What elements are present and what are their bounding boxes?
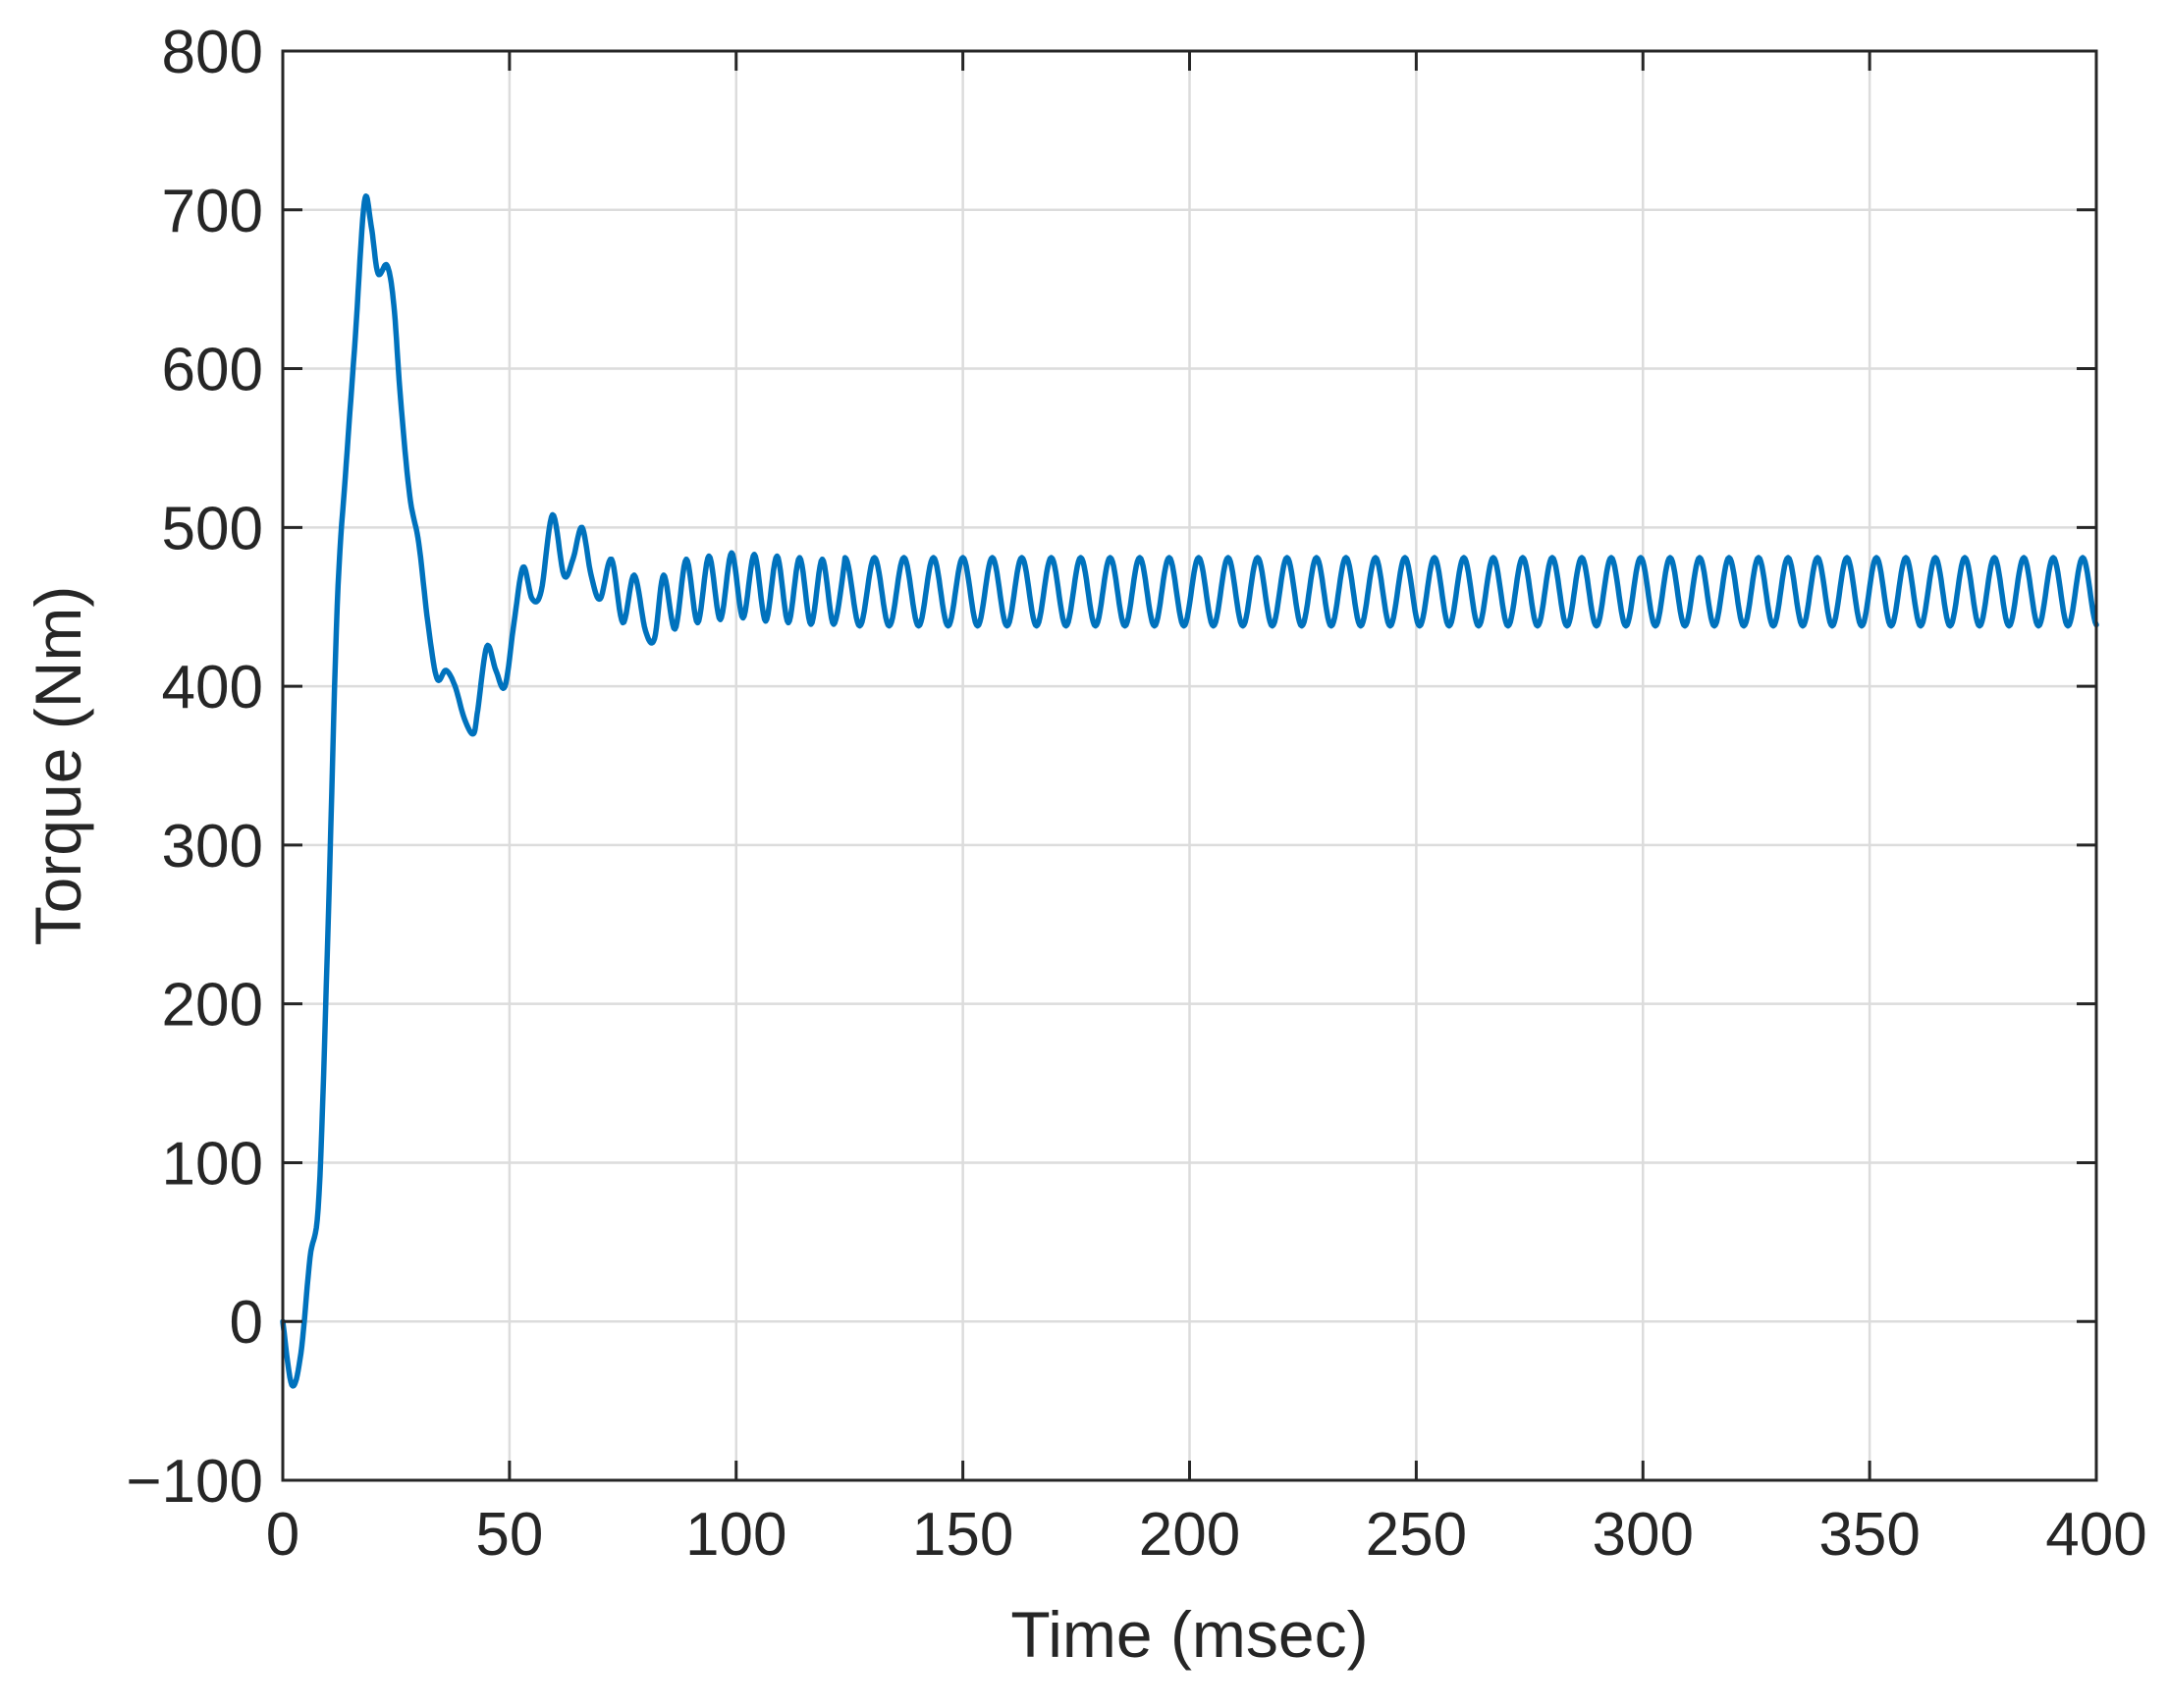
plot-area — [280, 193, 2099, 1389]
x-tick-labels: 0 50 100 150 200 250 300 350 400 — [266, 1501, 2147, 1569]
y-tick-label: 700 — [162, 178, 263, 245]
x-tick-label: 0 — [266, 1501, 299, 1569]
y-tick-label: 500 — [162, 495, 263, 562]
y-tick-label: −100 — [126, 1448, 263, 1516]
x-tick-label: 250 — [1366, 1501, 1467, 1569]
x-tick-label: 150 — [912, 1501, 1013, 1569]
y-tick-label: 800 — [162, 19, 263, 86]
y-tick-label: 200 — [162, 972, 263, 1040]
x-tick-label: 300 — [1593, 1501, 1694, 1569]
y-tick-labels: −100 0 100 200 300 400 500 600 700 800 — [126, 19, 263, 1516]
y-tick-label: 300 — [162, 813, 263, 881]
y-tick-label: 400 — [162, 654, 263, 721]
x-tick-label: 400 — [2045, 1501, 2146, 1569]
y-axis-label: Torque (Nm) — [22, 586, 94, 946]
x-tick-label: 100 — [685, 1501, 786, 1569]
y-tick-label: 100 — [162, 1130, 263, 1198]
x-tick-label: 350 — [1818, 1501, 1920, 1569]
x-tick-label: 200 — [1139, 1501, 1240, 1569]
y-tick-label: 600 — [162, 337, 263, 404]
y-tick-label: 0 — [230, 1289, 263, 1357]
grid-lines — [281, 49, 2098, 1482]
x-axis-label: Time (msec) — [1010, 1598, 1368, 1671]
torque-series-line — [280, 193, 2099, 1389]
tick-marks — [281, 49, 2098, 1482]
x-tick-label: 50 — [475, 1501, 543, 1569]
